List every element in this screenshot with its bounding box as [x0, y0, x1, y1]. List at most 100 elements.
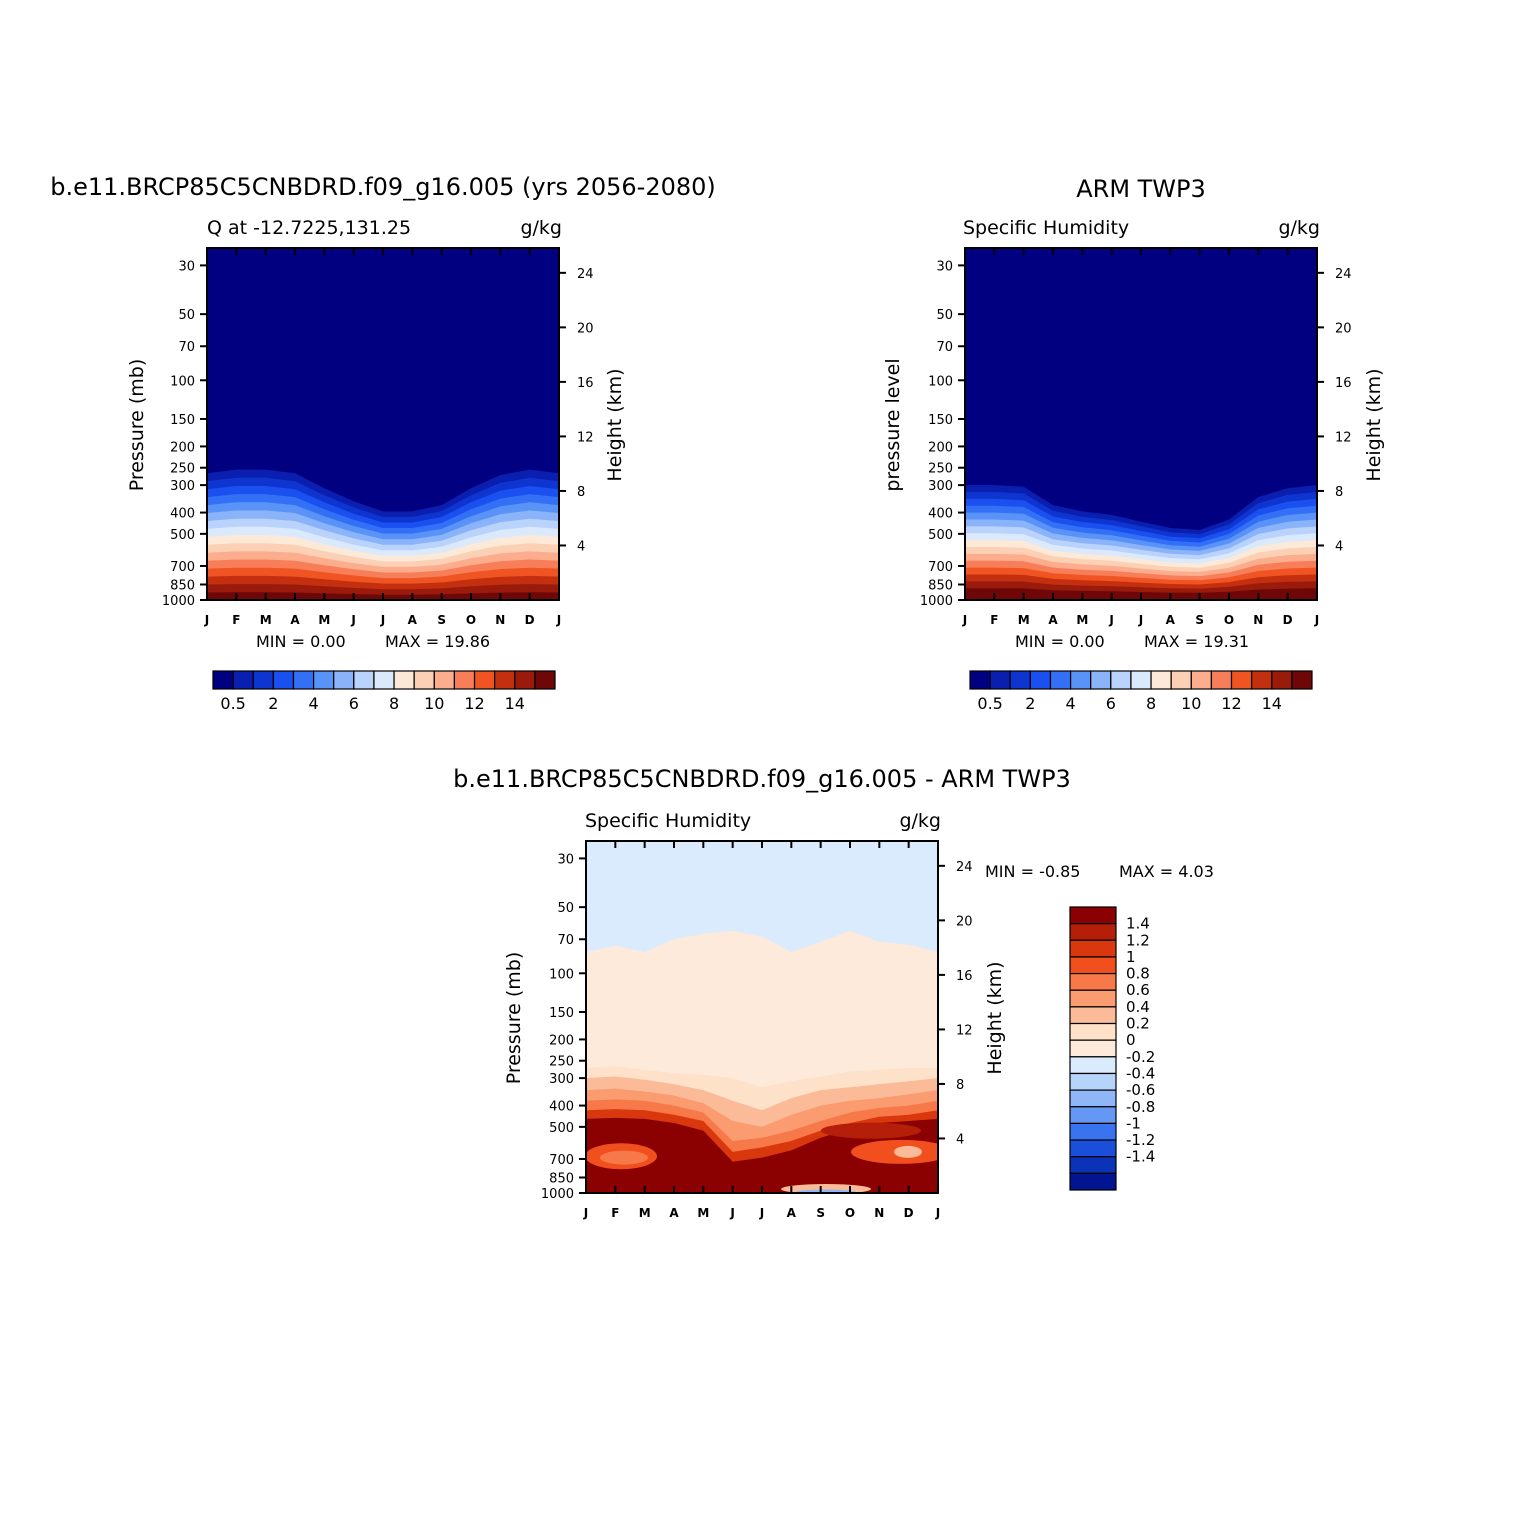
y-tick-label: 100 [170, 374, 195, 389]
y-right-tick-label: 8 [956, 1078, 964, 1093]
x-tick-label: M [1018, 613, 1030, 627]
panel-3-title: b.e11.BRCP85C5CNBDRD.f09_g16.005 - ARM T… [453, 765, 1071, 793]
colorbar-swatch [232, 670, 254, 690]
x-tick-label: N [1253, 613, 1263, 627]
x-tick-label: S [816, 1206, 825, 1220]
panel-2-ylabel: pressure level [882, 358, 904, 491]
panel-3-colorbar: 1.41.210.80.60.40.20-0.2-0.4-0.6-0.8-1-1… [1069, 906, 1155, 1191]
y-right-tick-label: 12 [577, 430, 594, 445]
y-tick-label: 700 [928, 560, 953, 575]
x-tick-label: O [845, 1206, 855, 1220]
y-right-tick-label: 16 [956, 969, 973, 984]
y-right-tick-label: 20 [956, 914, 973, 929]
y-tick-label: 500 [549, 1121, 574, 1136]
colorbar-swatch [1090, 670, 1112, 690]
colorbar-swatch [1069, 670, 1092, 690]
colorbar-swatch [1069, 906, 1117, 925]
y-right-tick-label: 12 [1335, 430, 1352, 445]
colorbar-swatch [1069, 989, 1117, 1008]
x-tick-label: O [466, 613, 476, 627]
x-tick-label: J [350, 613, 355, 627]
colorbar-label: 14 [1262, 694, 1282, 713]
colorbar-swatch [1210, 670, 1233, 690]
y-tick-label: 30 [557, 852, 574, 867]
y-right-tick-label: 4 [956, 1132, 964, 1147]
colorbar-label: 6 [349, 694, 359, 713]
panel-1-max: MAX = 19.86 [385, 632, 490, 651]
colorbar-swatch [1009, 670, 1031, 690]
x-tick-label: N [874, 1206, 884, 1220]
colorbar-swatch [989, 670, 1011, 690]
y-tick-label: 200 [170, 440, 195, 455]
colorbar-swatch [514, 670, 536, 690]
y-tick-label: 500 [170, 528, 195, 543]
colorbar-swatch [353, 670, 375, 690]
y-tick-label: 400 [549, 1100, 574, 1115]
colorbar-swatch [1251, 670, 1273, 690]
y-tick-label: 70 [936, 340, 953, 355]
y-tick-label: 850 [928, 578, 953, 593]
colorbar-swatch [1069, 1172, 1117, 1191]
colorbar-swatch [969, 670, 991, 690]
panel-2-title: ARM TWP3 [1076, 175, 1206, 203]
y-tick-label: 150 [170, 413, 195, 428]
colorbar-label: 8 [1146, 694, 1156, 713]
panel-2-contours [965, 248, 1317, 600]
colorbar-swatch [292, 670, 315, 690]
colorbar-swatch [1069, 1022, 1117, 1041]
x-tick-label: M [697, 1206, 709, 1220]
panel-2-left-subtitle: Specific Humidity [963, 217, 1129, 239]
panel-1-left-subtitle: Q at -12.7225,131.25 [207, 217, 411, 239]
panel-1-min: MIN = 0.00 [256, 632, 346, 651]
x-tick-label: M [639, 1206, 651, 1220]
colorbar-label: 2 [1025, 694, 1035, 713]
y-right-tick-label: 4 [577, 539, 585, 554]
colorbar-swatch [272, 670, 295, 690]
colorbar-label: 10 [424, 694, 444, 713]
y-tick-label: 1000 [541, 1187, 574, 1202]
colorbar-label: 12 [464, 694, 484, 713]
colorbar-swatch [1069, 956, 1117, 975]
colorbar-swatch [1069, 1122, 1117, 1141]
colorbar-swatch [1049, 670, 1072, 690]
y-tick-label: 50 [936, 308, 953, 323]
x-tick-label: J [1314, 613, 1319, 627]
y-tick-label: 250 [170, 462, 195, 477]
panel-obs: ARM TWP3 Specific Humidity g/kg J F M A M J J A… [882, 175, 1385, 713]
panel-1-units: g/kg [520, 217, 562, 239]
x-tick-label: J [1108, 613, 1113, 627]
y-tick-label: 50 [557, 901, 574, 916]
colorbar-label: 0.6 [1126, 981, 1150, 999]
colorbar-label: -1.4 [1126, 1148, 1155, 1166]
x-tick-label: J [935, 1206, 940, 1220]
colorbar-swatch [1029, 670, 1052, 690]
panel-3-axes: J F M A M J J A S O N D J 30 50 70 100 150 200 250 300 400 500… [541, 841, 973, 1220]
y-tick-label: 30 [178, 259, 195, 274]
y-tick-label: 250 [928, 462, 953, 477]
panel-2-min: MIN = 0.00 [1015, 632, 1105, 651]
x-tick-label: F [611, 1206, 619, 1220]
colorbar-swatch [1291, 670, 1313, 690]
x-tick-label: J [1138, 613, 1143, 627]
panel-1-contours [207, 248, 559, 600]
x-tick-label: J [556, 613, 561, 627]
colorbar-label: 0.5 [220, 694, 245, 713]
panel-2-colorbar: 0.5 2 4 6 8 10 12 14 [969, 670, 1313, 713]
colorbar-swatch [373, 670, 395, 690]
colorbar-label: -0.4 [1126, 1064, 1155, 1082]
contour-blob [600, 1150, 648, 1165]
x-tick-label: J [204, 613, 209, 627]
y-right-tick-label: 8 [577, 485, 585, 500]
colorbar-swatch [1110, 670, 1132, 690]
colorbar-swatch [252, 670, 274, 690]
panel-2-axes: J F M A M J J A S O N D J 30 50 70 100 150 200 250 300 400 500… [920, 248, 1352, 627]
colorbar-swatch [473, 670, 496, 690]
panel-1-axes: J F M A M J J A S O N D J 30 50 70 100 150 200 250 300 400 500… [162, 248, 594, 627]
panel-1-ylabel-right: Height (km) [604, 368, 626, 481]
y-tick-label: 1000 [920, 594, 953, 609]
y-right-tick-label: 12 [956, 1023, 973, 1038]
y-tick-label: 500 [928, 528, 953, 543]
y-tick-label: 200 [928, 440, 953, 455]
colorbar-label: -1 [1126, 1114, 1141, 1132]
colorbar-label: -0.6 [1126, 1081, 1155, 1099]
